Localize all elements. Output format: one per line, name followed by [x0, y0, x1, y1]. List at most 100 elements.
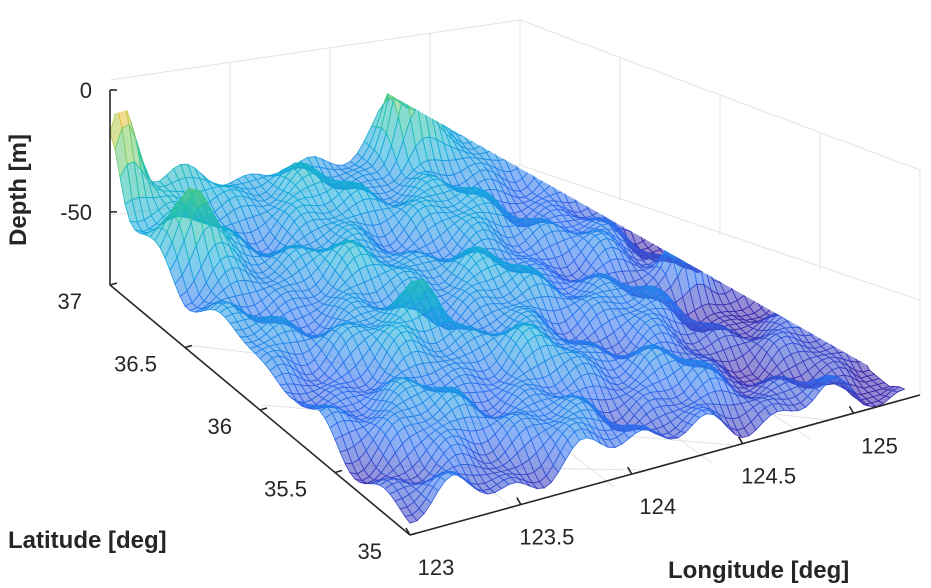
surface-cell — [593, 152, 608, 159]
surface-cell — [698, 264, 713, 272]
surface-cell — [582, 154, 596, 163]
surface-cell — [702, 260, 716, 274]
surface-cell — [499, 146, 513, 161]
surface-cell — [728, 258, 741, 264]
surface-cell — [747, 268, 762, 276]
surface-cell — [558, 134, 572, 146]
surface-cell — [518, 150, 533, 164]
surface-cell — [681, 221, 695, 235]
surface-cell — [661, 233, 676, 256]
surface-cell — [468, 133, 483, 139]
surface-cell — [412, 72, 426, 108]
surface-cell — [704, 265, 717, 272]
surface-cell — [455, 121, 469, 131]
surface-cell — [605, 154, 620, 162]
tick-mark — [259, 407, 268, 411]
surface-cell — [482, 134, 495, 138]
surface-cell — [783, 311, 797, 318]
tick-mark — [627, 466, 633, 475]
surface-cell — [554, 150, 569, 162]
longitude-tick-label: 124 — [639, 494, 676, 519]
surface-cell — [573, 158, 587, 170]
surface-cell — [692, 234, 707, 245]
surface-cell — [607, 137, 621, 156]
surface-cell — [606, 177, 621, 186]
surface-cell — [789, 313, 804, 323]
surface-cell — [671, 242, 685, 258]
surface-cell — [808, 325, 821, 331]
surface-cell — [567, 132, 581, 147]
surface-cell — [693, 260, 708, 268]
surface-cell — [745, 265, 758, 273]
surface-cell — [597, 118, 611, 139]
surface-cell — [786, 289, 801, 303]
surface-cell — [666, 233, 680, 250]
surface-cell — [642, 180, 657, 186]
surface-cell — [578, 164, 592, 174]
surface-cell — [584, 167, 599, 174]
surface-cell — [719, 240, 734, 253]
surface-cell — [594, 195, 608, 212]
surface-cell — [667, 194, 681, 209]
longitude-tick-label: 123.5 — [519, 525, 574, 550]
surface-cell — [494, 138, 508, 149]
surface-cell — [612, 181, 626, 194]
surface-cell — [573, 105, 587, 122]
surface-cell — [654, 174, 668, 183]
surface-cell — [680, 228, 694, 240]
surface-cell — [740, 262, 753, 270]
surface-cell — [822, 331, 837, 343]
surface-cell — [400, 55, 414, 89]
surface-cell — [774, 282, 788, 299]
surface-cell — [501, 139, 514, 148]
surface-cell — [497, 134, 510, 143]
surface-cell — [663, 217, 677, 228]
surface-cell — [670, 214, 684, 224]
surface-cell — [712, 248, 727, 261]
surface-cell — [646, 215, 660, 225]
tick-mark — [516, 497, 522, 505]
surface-cell — [757, 277, 771, 292]
surface-cell — [575, 91, 589, 106]
surface-cell — [787, 313, 803, 323]
surface-cell — [624, 155, 639, 169]
surface-cell — [795, 316, 809, 326]
surface-cell — [582, 94, 597, 106]
surface-cell — [697, 260, 711, 269]
latitude-axis-label: Latitude [deg] — [8, 527, 167, 554]
surface-cell — [537, 115, 552, 122]
surface-cell — [597, 177, 613, 186]
surface-cell — [734, 257, 749, 266]
surface-cell — [750, 282, 764, 301]
surface-cell — [699, 231, 714, 241]
surface-cell — [531, 117, 545, 126]
surface-cell — [548, 142, 564, 149]
surface-cell — [800, 321, 814, 330]
surface-cell — [511, 144, 524, 151]
surface-cell — [631, 196, 645, 208]
surface-cell — [740, 268, 754, 280]
surface-cell — [470, 132, 484, 141]
surface-cell — [581, 167, 595, 176]
surface-cell — [601, 172, 616, 180]
surface-cell — [652, 175, 665, 182]
surface-cell — [543, 137, 558, 145]
surface-cell — [519, 142, 534, 152]
surface-cell — [609, 183, 625, 197]
surface-cell — [605, 179, 619, 189]
surface-cell — [483, 129, 498, 138]
surface-cell — [489, 135, 502, 141]
surface-cell — [536, 150, 550, 168]
surface-cell — [566, 152, 580, 166]
surface-cell — [669, 222, 683, 242]
surface-cell — [553, 160, 567, 180]
longitude-tick-label: 124.5 — [741, 464, 796, 489]
surface-cell — [530, 147, 545, 161]
surface-cell — [781, 280, 796, 292]
surface-cell — [618, 184, 633, 198]
surface-cell — [660, 202, 674, 215]
surface-cell — [614, 178, 629, 190]
surface-cell — [414, 63, 428, 94]
surface-cell — [647, 180, 662, 191]
surface-cell — [474, 131, 489, 138]
